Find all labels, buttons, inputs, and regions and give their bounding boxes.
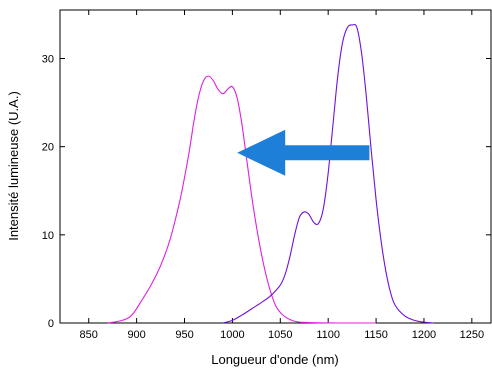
y-tick-label: 20 [42, 142, 54, 154]
x-tick-label: 1050 [268, 329, 292, 341]
y-tick-label: 10 [42, 230, 54, 242]
y-axis: 0 10 20 30 [42, 53, 491, 330]
plot-frame [59, 9, 492, 324]
x-tick-label: 900 [127, 329, 145, 341]
series-layer [107, 23, 434, 324]
x-tick-label: 1200 [412, 329, 436, 341]
y-axis-label: Intensité lumineuse (U.A.) [6, 91, 21, 241]
y-tick-label: 30 [42, 53, 54, 65]
x-tick-label: 1250 [460, 329, 484, 341]
annotation-layer [237, 129, 370, 176]
y-tick-label: 0 [48, 318, 54, 330]
series-line-1 [107, 75, 377, 324]
x-axis: 850 900 950 1000 1050 1100 1150 1200 1250 [80, 10, 484, 341]
x-tick-label: 1150 [364, 329, 388, 341]
x-tick-label: 1100 [316, 329, 340, 341]
x-tick-label: 950 [175, 329, 193, 341]
x-tick-label: 1000 [220, 329, 244, 341]
arrow-left-annotation [237, 129, 370, 176]
x-tick-label: 850 [80, 329, 98, 341]
series-line-2 [222, 23, 434, 324]
x-axis-label: Longueur d'onde (nm) [211, 352, 339, 367]
